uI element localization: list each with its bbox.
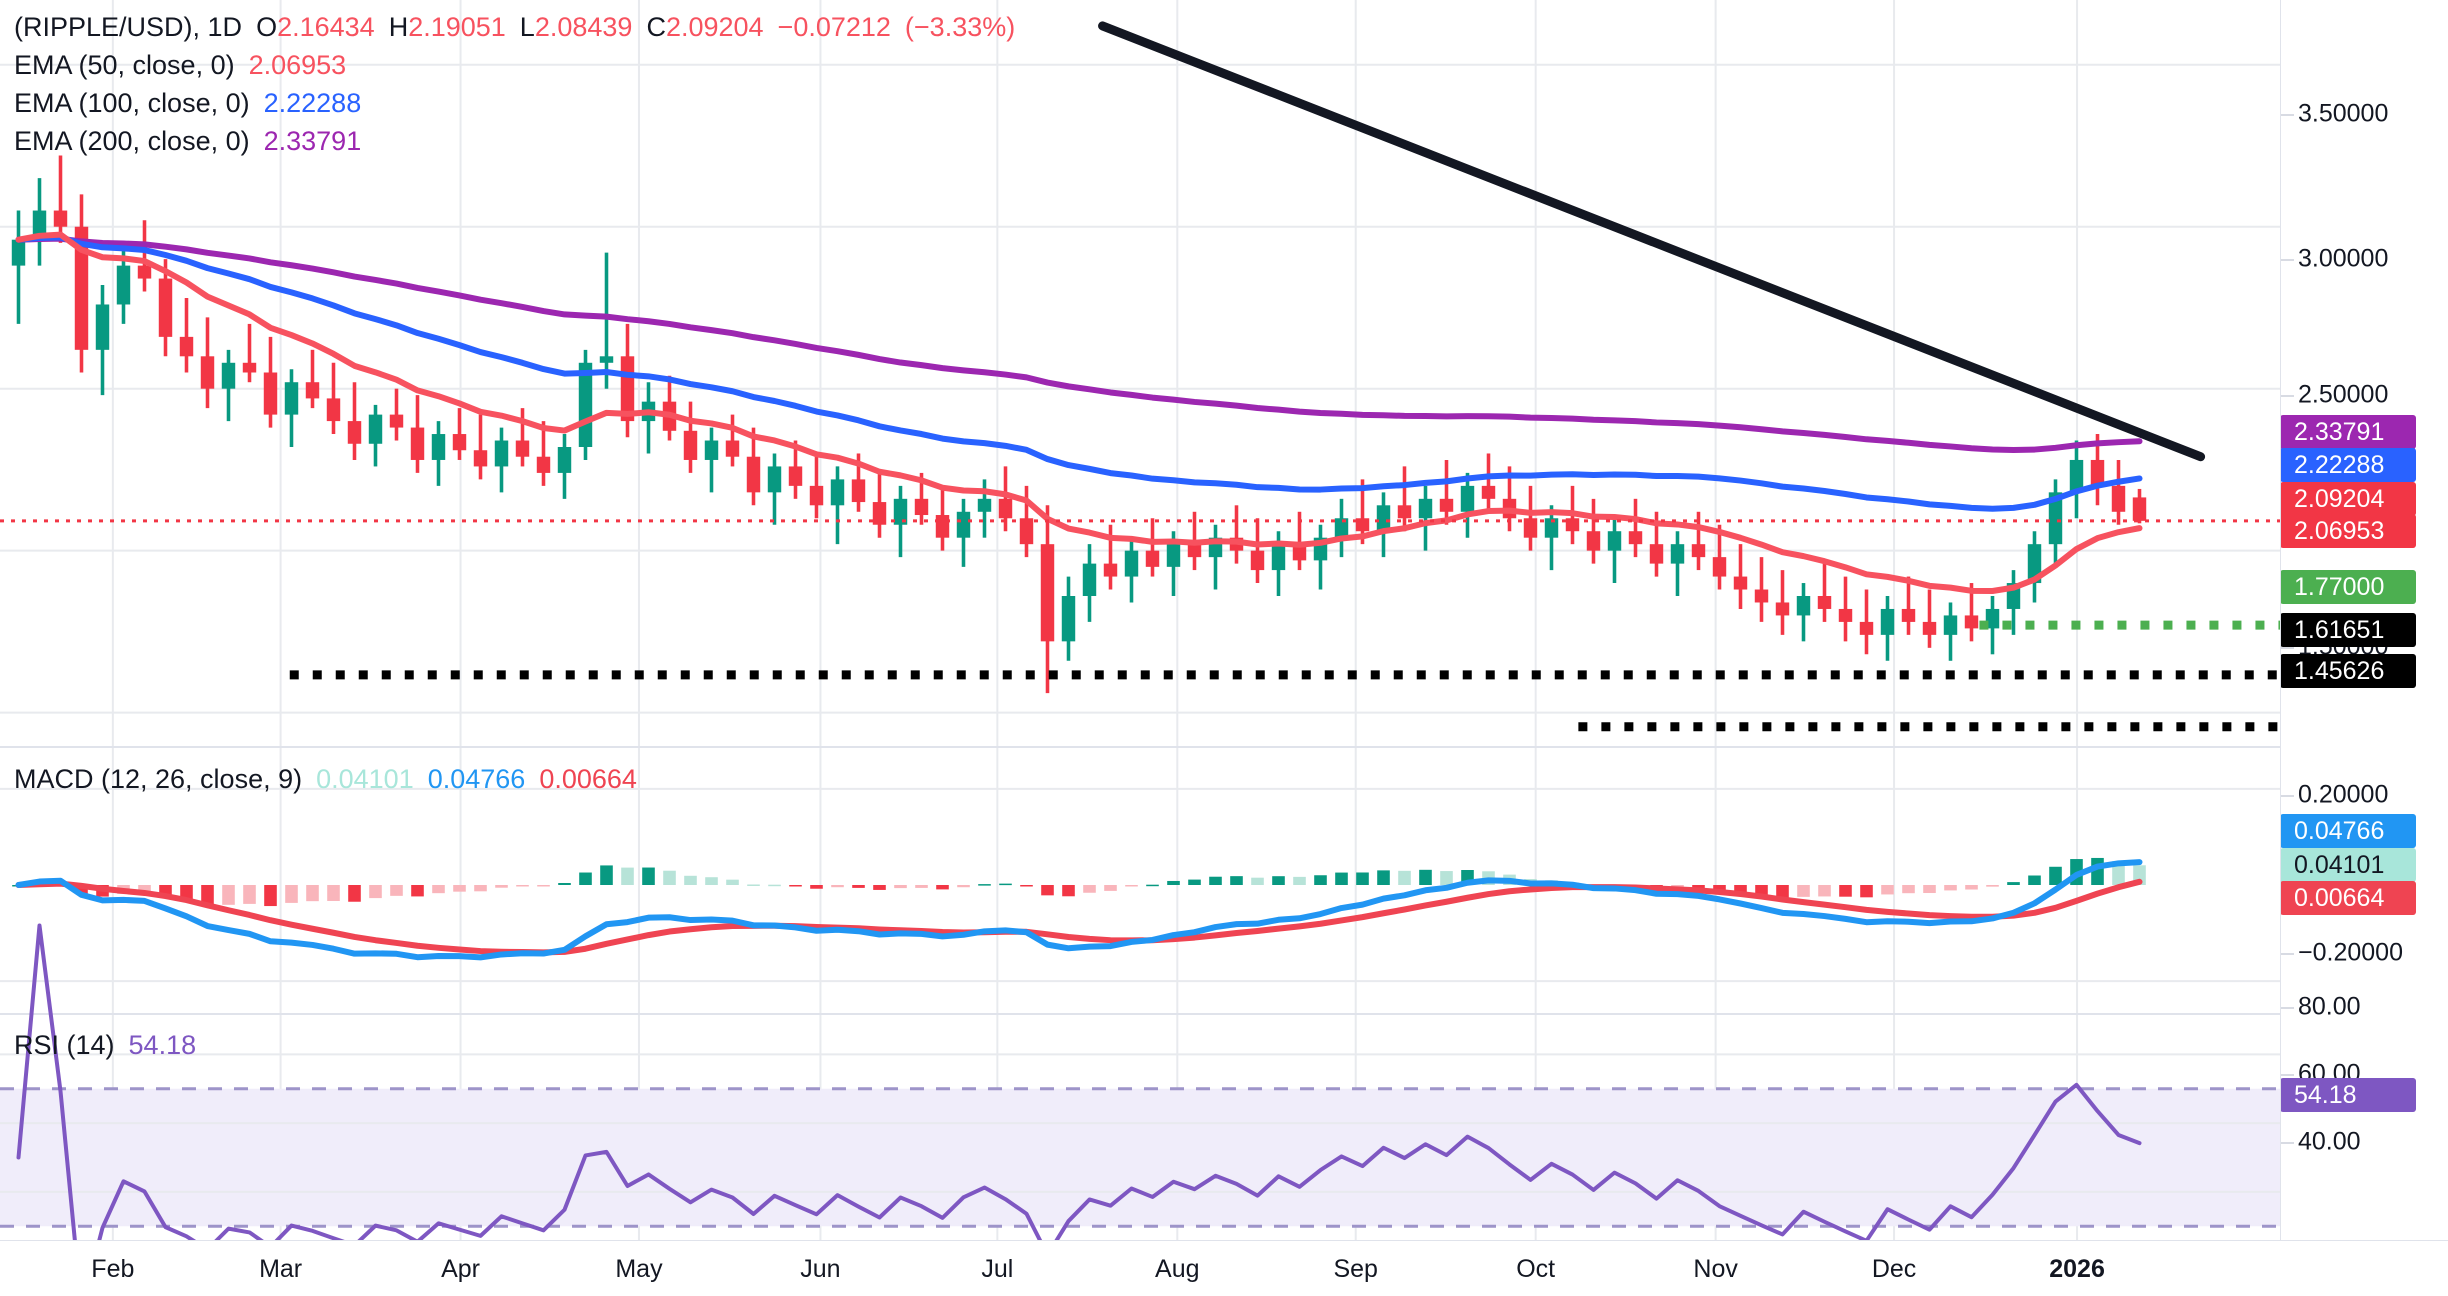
time-axis-tick-may: May [615,1255,663,1283]
ema50-line [15,231,2143,594]
macd-hist-tag[interactable]: 0.04101 [2280,847,2416,882]
time-axis-tick-2026: 2026 [2049,1255,2105,1283]
resistance-trendline [1098,21,2206,462]
time-axis-tick-oct: Oct [1516,1255,1556,1283]
ema50-value: 2.06953 [248,50,347,80]
close-value: 2.09204 [665,12,764,42]
price-scale-divider [2280,0,2281,1296]
symbol-ohlc-row: (RIPPLE/USD), 1D O2.16434 H2.19051 L2.08439… [14,8,1015,46]
time-axis-tick-feb: Feb [91,1255,135,1283]
ema50-price-tag[interactable]: 2.06953 [2280,513,2416,548]
price-axis-tick-0: 3.50000 [2298,99,2389,128]
low-value: 2.08439 [534,12,633,42]
time-axis-tick-jul: Jul [981,1255,1014,1283]
time-axis-tick-sep: Sep [1333,1255,1378,1283]
ema200-line [15,235,2143,454]
candlestick-series [11,155,2147,694]
rsi-axis-tick-0: 80.00 [2298,992,2361,1020]
price-axis-tick-1: 3.00000 [2298,244,2389,273]
time-axis-tick-apr: Apr [441,1255,480,1283]
ema200-label: EMA (200, close, 0) [14,126,250,156]
macd-legend[interactable]: MACD (12, 26, close, 9) 0.04101 0.04766 0.0… [14,760,637,798]
axis-tick-mark [2280,1142,2294,1145]
rsi-label: RSI (14) [14,1030,115,1060]
open-value: 2.16434 [277,12,375,42]
axis-tick-mark [2280,646,2294,649]
macd-signal-value: 0.00664 [539,764,637,794]
time-scale[interactable]: Feb Mar Apr May Jun Jul Aug Sep Oct Nov Dec 2026 [0,1240,2448,1296]
axis-tick-mark [2280,114,2294,117]
time-axis-tick-jun: Jun [800,1255,841,1283]
ema200-price-tag[interactable]: 2.33791 [2280,414,2416,449]
macd-line-value: 0.04766 [427,764,526,794]
ema100-label: EMA (100, close, 0) [14,88,250,118]
time-axis-tick-mar: Mar [259,1255,303,1283]
ema100-value: 2.22288 [263,88,362,118]
rsi-line [16,923,2142,1296]
axis-tick-mark [2280,259,2294,262]
change-value: −0.07212 [777,12,891,42]
macd-histogram [12,857,2146,907]
axis-tick-mark [2280,394,2294,397]
rsi-value-tag[interactable]: 54.18 [2280,1077,2416,1112]
macd-signal-tag[interactable]: 0.00664 [2280,881,2416,916]
high-key: H [388,12,409,42]
macd-line [15,859,2143,961]
change-percent: (−3.33%) [904,12,1016,42]
ema200-value: 2.33791 [263,126,362,156]
time-axis-tick-dec: Dec [1871,1255,1917,1283]
close-key: C [646,12,666,42]
macd-axis-tick-0: 0.20000 [2298,780,2389,809]
rsi-value: 54.18 [128,1030,197,1060]
ema100-price-tag[interactable]: 2.22288 [2280,448,2416,483]
axis-tick-mark [2280,953,2294,956]
time-axis-tick-nov: Nov [1693,1255,1738,1283]
time-axis-tick-aug: Aug [1155,1255,1200,1283]
ema50-label: EMA (50, close, 0) [14,50,235,80]
support-161-tag[interactable]: 1.61651 [2280,612,2416,647]
rsi-axis-tick-2: 40.00 [2298,1127,2361,1156]
macd-line-tag[interactable]: 0.04766 [2280,814,2416,849]
symbol-title[interactable]: (RIPPLE/USD), 1D [14,12,243,42]
ema100-legend-row[interactable]: EMA (100, close, 0) 2.22288 [14,84,1015,122]
support-177-tag[interactable]: 1.77000 [2280,570,2416,605]
macd-axis-tick-1: −0.20000 [2298,938,2403,967]
high-value: 2.19051 [408,12,506,42]
axis-tick-mark [2280,794,2294,797]
macd-hist-value: 0.04101 [316,764,414,794]
chart-gridlines [0,0,2280,1240]
open-key: O [256,12,278,42]
axis-tick-mark [2280,1073,2294,1076]
last-price-tag[interactable]: 2.09204 [2280,481,2416,516]
rsi-band [0,1088,2280,1227]
macd-signal-line [15,878,2143,956]
rsi-legend[interactable]: RSI (14) 54.18 [14,1026,196,1064]
main-chart-legend: (RIPPLE/USD), 1D O2.16434 H2.19051 L2.08439… [14,8,1015,160]
price-scale[interactable]: 3.500003.000002.500001.500000.20000−0.20… [2280,0,2448,1296]
price-axis-tick-2: 2.50000 [2298,380,2389,409]
ema100-line [15,234,2143,512]
macd-label: MACD (12, 26, close, 9) [14,764,303,794]
ema200-legend-row[interactable]: EMA (200, close, 0) 2.33791 [14,122,1015,160]
support-145-tag[interactable]: 1.45626 [2280,654,2416,688]
axis-tick-mark [2280,1006,2294,1009]
ema50-legend-row[interactable]: EMA (50, close, 0) 2.06953 [14,46,1015,84]
low-key: L [519,12,535,42]
